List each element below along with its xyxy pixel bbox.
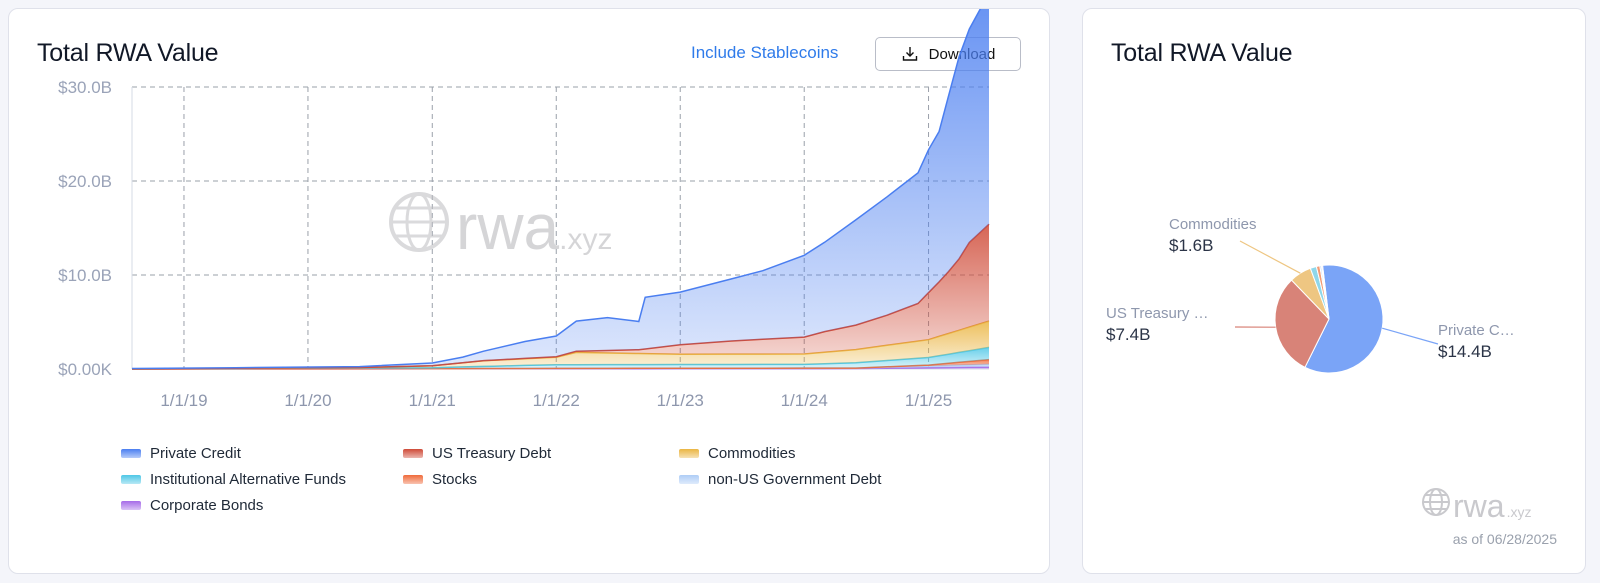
area-corporate-bonds — [132, 367, 989, 369]
pie-label-private-credit: Private C… — [1438, 322, 1515, 339]
download-icon — [902, 47, 917, 61]
legend-item-us-treasury-debt[interactable]: US Treasury Debt — [403, 444, 679, 462]
total-rwa-value-card: Total RWA Value Include Stablecoins Down… — [8, 8, 1050, 574]
area-chart: rwa.xyz $0.00K $10.0B $20.0B $30.0B 1/1/19 1/… — [58, 9, 990, 410]
legend-swatch — [121, 474, 141, 484]
area-commodities — [132, 321, 989, 369]
legend-label: non-US Government Debt — [708, 470, 882, 488]
legend-item-commodities[interactable]: Commodities — [679, 444, 941, 462]
rwa-watermark-logo: rwa .xyz — [1421, 487, 1531, 525]
pie-leader-commodities — [1239, 240, 1301, 274]
legend-swatch — [121, 500, 141, 510]
chart-legend: Private Credit US Treasury Debt Commoditie… — [121, 444, 941, 514]
legend-label: Corporate Bonds — [150, 496, 264, 514]
legend-label: Institutional Alternative Funds — [150, 470, 346, 488]
legend-swatch — [679, 474, 699, 484]
x-tick-label: 1/1/19 — [160, 391, 207, 410]
pie-leader-private-credit — [1382, 327, 1439, 345]
legend-item-corporate-bonds[interactable]: Corporate Bonds — [121, 496, 403, 514]
legend-item-institutional-alternative-funds[interactable]: Institutional Alternative Funds — [121, 470, 403, 488]
legend-item-stocks[interactable]: Stocks — [403, 470, 679, 488]
legend-label: Stocks — [432, 470, 478, 488]
x-tick-label: 1/1/23 — [657, 391, 704, 410]
include-stablecoins-toggle[interactable]: Include Stablecoins — [691, 43, 839, 62]
legend-item-private-credit[interactable]: Private Credit — [121, 444, 403, 462]
pie-slice-corporate-bonds[interactable] — [1320, 264, 1330, 320]
legend-swatch — [121, 448, 141, 458]
area-chart-title: Total RWA Value — [37, 39, 219, 67]
rwa-watermark: rwa.xyz — [389, 191, 612, 263]
x-tick-label: 1/1/25 — [905, 391, 952, 410]
x-tick-label: 1/1/21 — [409, 391, 456, 410]
globe-icon — [1422, 488, 1450, 516]
legend-swatch — [679, 448, 699, 458]
legend-label: US Treasury Debt — [432, 444, 552, 462]
line-private-credit — [131, 9, 982, 370]
pie-label-us-treasury-debt: US Treasury … — [1106, 305, 1209, 322]
watermark-main: rwa — [1453, 488, 1505, 524]
legend-item-non-us-government-debt[interactable]: non-US Government Debt — [679, 470, 941, 488]
y-tick-label: $10.0B — [58, 266, 112, 285]
pie-slice-us-treasury-debt[interactable] — [1274, 279, 1330, 369]
pie-value-us-treasury-debt: $7.4B — [1106, 325, 1150, 344]
pie-value-private-credit: $14.4B — [1438, 342, 1492, 361]
area-series-layer — [131, 9, 990, 370]
y-tick-label: $20.0B — [58, 172, 112, 191]
as-of-date: as of 06/28/2025 — [1452, 531, 1557, 547]
watermark-text: rwa.xyz — [456, 191, 612, 263]
chart-watermark: rwa.xyz — [389, 191, 612, 263]
pie-slice-private-credit[interactable] — [1304, 264, 1384, 374]
pie-value-commodities: $1.6B — [1169, 236, 1213, 255]
y-tick-label: $30.0B — [58, 78, 112, 97]
area-private-credit — [132, 9, 989, 369]
legend-label: Commodities — [708, 444, 796, 462]
legend-swatch — [403, 474, 423, 484]
pie-label-commodities: Commodities — [1169, 216, 1257, 233]
legend-label: Private Credit — [150, 444, 241, 462]
watermark-suffix: .xyz — [1506, 504, 1532, 520]
x-tick-label: 1/1/22 — [533, 391, 580, 410]
total-rwa-pie-card: Total RWA Value Private C… $14.4B US Treas… — [1082, 8, 1586, 574]
pie-chart-title: Total RWA Value — [1111, 39, 1293, 67]
x-tick-label: 1/1/24 — [781, 391, 828, 410]
pie-chart: Private C… $14.4B US Treasury … $7.4B Commod… — [1106, 216, 1515, 374]
y-tick-label: $0.00K — [58, 360, 113, 379]
legend-swatch — [403, 448, 423, 458]
axis-tick-labels: $0.00K $10.0B $20.0B $30.0B 1/1/19 1/1/20 1/1/… — [58, 78, 952, 410]
x-tick-label: 1/1/20 — [284, 391, 331, 410]
